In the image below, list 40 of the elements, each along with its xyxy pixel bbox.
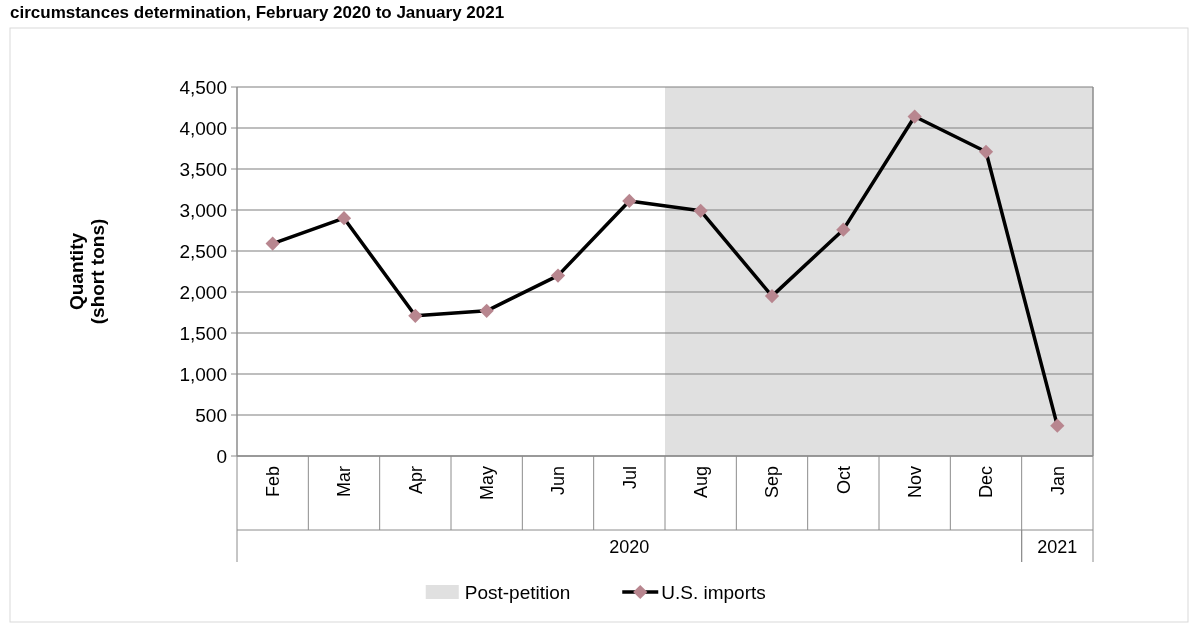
point [693, 203, 708, 218]
point [336, 211, 352, 226]
y-tick-label: 500 [195, 404, 227, 426]
point [836, 222, 851, 237]
point [1050, 418, 1065, 433]
x-tick-label: Dec [976, 466, 997, 499]
x-tick-label: Jun [548, 466, 569, 496]
point [764, 288, 780, 304]
legend-label: U.S. imports [661, 581, 766, 603]
point [479, 303, 494, 318]
point [265, 236, 280, 251]
y-tick-label: 2,500 [179, 240, 227, 262]
x-tick-label: May [476, 466, 497, 501]
text: 2020 [609, 537, 650, 558]
x-tick-label: Nov [904, 466, 925, 499]
point [622, 193, 637, 209]
legend-label: Post-petition [464, 581, 571, 603]
x-tick-label: Aug [690, 466, 711, 499]
point [408, 308, 423, 323]
x-tick-label: Feb [262, 466, 283, 498]
x-tick-label: Jan [1047, 466, 1068, 496]
y-axis-title: Quantity (short tons) [66, 218, 109, 325]
x-tick-label: Oct [833, 466, 854, 495]
y-tick-label: 2,000 [179, 281, 227, 303]
x-tick-label: Sep [762, 466, 783, 499]
x-tick-label: Jul [619, 466, 640, 490]
y-tick-label: 3,000 [179, 199, 227, 221]
y-tick-label: 4,500 [179, 76, 227, 98]
text: 2021 [1037, 537, 1078, 558]
point [978, 144, 994, 159]
y-tick-label: 1,500 [179, 322, 227, 344]
x-tick-label: Mar [334, 466, 355, 497]
point [907, 109, 922, 124]
y-tick-label: 0 [216, 445, 227, 467]
point [550, 268, 566, 283]
y-tick-label: 3,500 [179, 158, 227, 180]
chart-title: circumstances determination, February 2020 to January 2021 [10, 3, 505, 22]
y-tick-label: 1,000 [179, 363, 227, 385]
y-tick-label: 4,000 [179, 117, 227, 139]
x-tick-label: Apr [405, 466, 426, 495]
